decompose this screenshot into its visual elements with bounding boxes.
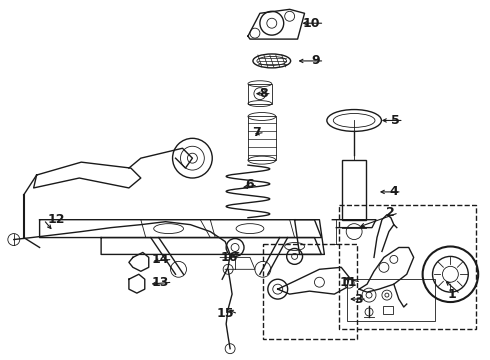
Bar bbox=[248, 117, 276, 160]
Text: 14: 14 bbox=[151, 253, 169, 266]
Text: 11: 11 bbox=[340, 276, 357, 289]
Text: 16: 16 bbox=[220, 251, 238, 264]
Bar bbox=[263, 244, 357, 339]
Bar bbox=[342, 160, 366, 220]
Text: 4: 4 bbox=[389, 185, 398, 198]
Text: 8: 8 bbox=[259, 87, 268, 100]
Bar bbox=[248, 84, 272, 104]
Text: 9: 9 bbox=[312, 54, 320, 67]
Text: 12: 12 bbox=[48, 213, 65, 226]
Text: 1: 1 bbox=[447, 288, 456, 301]
Text: 10: 10 bbox=[303, 17, 320, 30]
Text: 15: 15 bbox=[217, 307, 234, 320]
Text: 13: 13 bbox=[151, 276, 169, 289]
Text: 5: 5 bbox=[391, 114, 400, 127]
Text: 7: 7 bbox=[252, 126, 261, 139]
Bar bbox=[383, 306, 393, 314]
Text: 3: 3 bbox=[354, 293, 363, 306]
Bar bbox=[347, 279, 435, 321]
Bar bbox=[339, 205, 476, 329]
Text: 6: 6 bbox=[245, 179, 254, 192]
Text: 2: 2 bbox=[386, 206, 395, 219]
